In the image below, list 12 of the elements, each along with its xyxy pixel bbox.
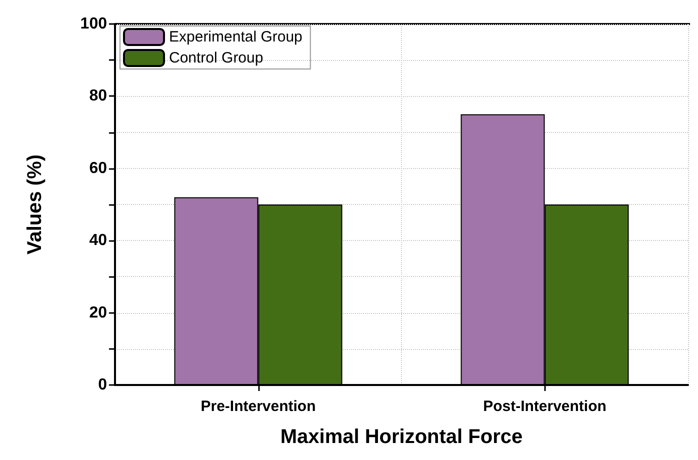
legend-label: Experimental Group	[169, 28, 302, 46]
y-tick-label: 100	[80, 16, 108, 32]
x-tick-label: Pre-Intervention	[200, 398, 316, 415]
y-tick-label: 80	[89, 88, 108, 105]
x-tick-label: Post-Intervention	[483, 398, 606, 415]
y-tick-label: 60	[89, 160, 108, 177]
x-axis-title: Maximal Horizontal Force	[280, 426, 523, 448]
y-axis-title: Values (%)	[24, 154, 46, 255]
y-tick-label: 40	[89, 232, 108, 250]
y-tick-label: 0	[98, 376, 108, 394]
legend-label: Control Group	[169, 50, 264, 66]
y-tick-label: 20	[89, 304, 108, 322]
